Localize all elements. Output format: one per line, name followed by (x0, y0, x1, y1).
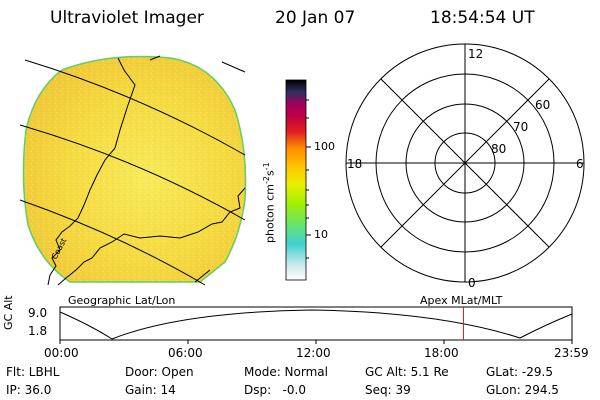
colorbar-tick-100: 100 (314, 140, 335, 153)
orbit-x-tick-0000: 00:00 (44, 346, 79, 360)
orbit-y-bottom: 1.8 (28, 324, 48, 338)
geographic-latlon-label: Geographic Lat/Lon (68, 294, 176, 307)
colorbar-tick-10: 10 (314, 228, 328, 241)
time-label: 18:54:54 UT (430, 8, 535, 28)
imager-disk (23, 56, 246, 282)
status-dsp: Dsp: -0.0 (244, 383, 307, 397)
colorbar-gradient (285, 79, 307, 281)
mlt-12-label: 12 (468, 47, 484, 61)
status-ip: IP: 36.0 (6, 383, 52, 397)
date-label: 20 Jan 07 (275, 8, 356, 28)
status-mode: Mode: Normal (244, 365, 328, 379)
status-gain: Gain: 14 (125, 383, 176, 397)
orbit-plot-frame (59, 306, 573, 341)
coastline (47, 57, 246, 286)
apex-mlat-mlt-label: Apex MLat/MLT (420, 294, 503, 307)
status-seq: Seq: 39 (365, 383, 411, 397)
mlt-6-label: 6 (576, 157, 584, 171)
orbit-x-tick-1800: 18:00 (424, 346, 459, 360)
orbit-x-tick-2359: 23:59 (554, 346, 589, 360)
altitude-curve (59, 309, 573, 340)
status-glon: GLon: 294.5 (486, 383, 559, 397)
orbit-x-tick-0600: 06:00 (168, 346, 203, 360)
lat-70-label: 70 (513, 120, 529, 134)
status-gc-alt: GC Alt: 5.1 Re (365, 365, 449, 379)
orbit-y-axis-label: GC Alt (2, 295, 15, 330)
orbit-y-top: 9.0 (28, 306, 48, 320)
mlt-0-label: 0 (468, 276, 476, 290)
lat-60-label: 60 (535, 98, 551, 112)
lat-80-label: 80 (491, 142, 507, 156)
polar-diag-2 (380, 78, 550, 248)
status-door: Door: Open (125, 365, 194, 379)
instrument-title: Ultraviolet Imager (50, 8, 204, 28)
status-glat: GLat: -29.5 (486, 365, 553, 379)
mlt-18-label: 18 (347, 157, 363, 171)
status-filter: Flt: LBHL (6, 365, 60, 379)
orbit-x-tick-1200: 12:00 (296, 346, 331, 360)
disk-edge (22, 55, 247, 283)
